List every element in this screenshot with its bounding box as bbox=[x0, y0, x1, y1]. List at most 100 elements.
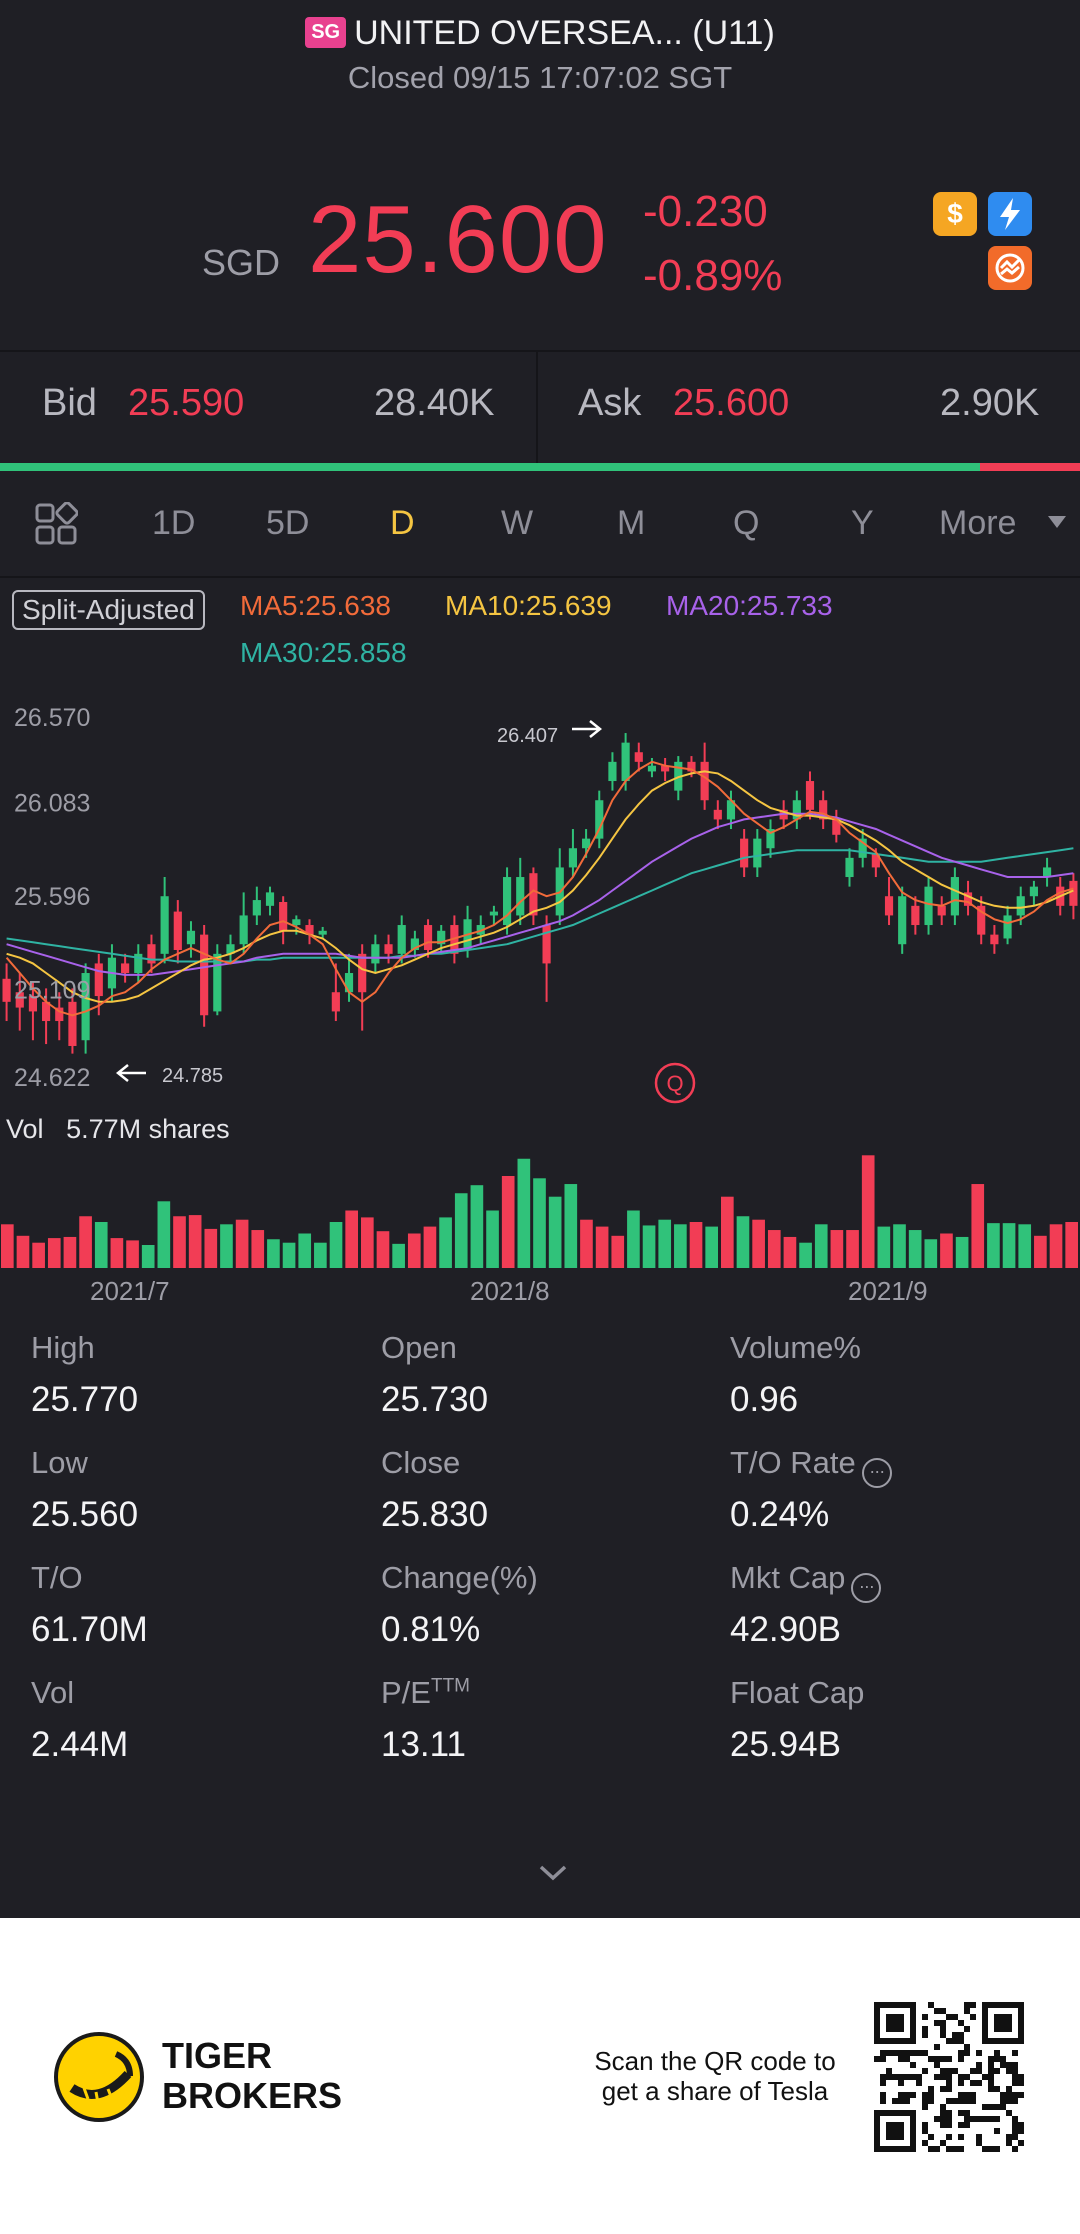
qr-module bbox=[964, 2110, 970, 2116]
qr-module bbox=[910, 2050, 916, 2056]
layout-grid-icon[interactable] bbox=[34, 502, 78, 546]
volume-bar bbox=[893, 1224, 906, 1268]
volume-bar bbox=[173, 1216, 186, 1268]
tab-d[interactable]: D bbox=[390, 504, 415, 542]
qr-module bbox=[964, 2092, 970, 2098]
candle-body bbox=[871, 853, 880, 868]
tab-5d[interactable]: 5D bbox=[266, 504, 310, 542]
candle-body bbox=[186, 930, 196, 945]
qr-finder-core bbox=[886, 2122, 904, 2140]
candle-body bbox=[437, 930, 446, 945]
tab-1d[interactable]: 1D bbox=[152, 504, 196, 542]
bid-ask-bar[interactable]: Bid 25.590 28.40K Ask 25.600 2.90K bbox=[0, 352, 1080, 464]
split-adjusted-button[interactable]: Split-Adjusted bbox=[12, 590, 205, 630]
candle-body bbox=[318, 930, 327, 935]
qr-module bbox=[874, 2056, 880, 2062]
qr-module bbox=[940, 2122, 946, 2128]
y-tick-label: 26.083 bbox=[14, 790, 90, 818]
qr-module bbox=[952, 2032, 958, 2038]
last-price: 25.600 bbox=[308, 186, 608, 293]
candle-body bbox=[2, 978, 11, 1002]
qr-module bbox=[940, 2074, 946, 2080]
more-info-icon[interactable]: ··· bbox=[851, 1573, 882, 1603]
qr-module bbox=[880, 2092, 886, 2098]
qr-module bbox=[928, 2146, 934, 2152]
qr-module bbox=[916, 2080, 922, 2086]
candle-body bbox=[94, 963, 103, 997]
volume-bar bbox=[486, 1210, 499, 1268]
volume-readout: Vol 5.77M shares bbox=[6, 1114, 230, 1145]
qr-module bbox=[898, 2098, 904, 2104]
qr-module bbox=[1006, 2140, 1012, 2146]
volume-bar bbox=[908, 1230, 922, 1268]
qr-module bbox=[922, 2032, 928, 2038]
price-chart[interactable]: 26.570 26.083 25.596 25.109 24.622 26.407 24… bbox=[0, 680, 1080, 1280]
tab-w[interactable]: W bbox=[501, 504, 534, 542]
volume-bar bbox=[611, 1235, 625, 1268]
volume-bar bbox=[329, 1222, 343, 1268]
qr-module bbox=[970, 2068, 976, 2074]
volume-bar bbox=[220, 1224, 233, 1268]
stat-market-cap: Mkt Cap ··· 42.90B bbox=[730, 1560, 882, 1650]
candle-body bbox=[963, 892, 973, 906]
qr-module bbox=[970, 2014, 976, 2020]
candle-body bbox=[81, 973, 90, 1041]
qr-module bbox=[928, 2056, 934, 2062]
candle-body bbox=[160, 896, 169, 954]
qr-module bbox=[952, 2068, 958, 2074]
chevron-down-icon[interactable] bbox=[536, 1862, 570, 1884]
volume-bar bbox=[924, 1239, 938, 1268]
ma5-value: MA5:25.638 bbox=[240, 590, 391, 621]
more-info-icon[interactable]: ··· bbox=[861, 1458, 892, 1488]
candle-body bbox=[358, 953, 367, 993]
bid-size: 28.40K bbox=[374, 382, 495, 424]
qr-module bbox=[1012, 2146, 1018, 2152]
volume-bar bbox=[126, 1240, 139, 1268]
stock-title[interactable]: SG UNITED OVERSEA... (U11) bbox=[0, 14, 1080, 53]
qr-module bbox=[964, 2116, 970, 2122]
qr-module bbox=[958, 2110, 964, 2116]
event-circle bbox=[654, 1062, 696, 1104]
bid-price: 25.590 bbox=[128, 382, 245, 424]
candle-body bbox=[634, 752, 643, 762]
earnings-event-marker[interactable]: Q bbox=[654, 1062, 696, 1104]
volume-bar bbox=[689, 1222, 703, 1268]
volume-bar bbox=[141, 1245, 155, 1268]
volume-bar bbox=[314, 1242, 327, 1268]
stat-label: Float Cap bbox=[730, 1675, 865, 1710]
volume-bar bbox=[470, 1185, 484, 1268]
dollar-icon[interactable]: $ bbox=[933, 192, 977, 236]
qr-module bbox=[988, 2116, 994, 2122]
tab-y[interactable]: Y bbox=[851, 504, 874, 542]
tab-m[interactable]: M bbox=[617, 504, 646, 542]
qr-module bbox=[910, 2074, 916, 2080]
swap-icon[interactable] bbox=[988, 246, 1032, 290]
stat-value: 0.24% bbox=[730, 1495, 830, 1534]
qr-module bbox=[880, 2056, 886, 2062]
qr-module bbox=[922, 2122, 928, 2128]
qr-module bbox=[916, 2050, 922, 2056]
chevron-down-icon[interactable] bbox=[1048, 516, 1066, 528]
volume-bar bbox=[830, 1230, 844, 1268]
qr-module bbox=[982, 2116, 988, 2122]
lightning-icon[interactable] bbox=[988, 192, 1032, 236]
volume-bar bbox=[783, 1236, 797, 1268]
qr-module bbox=[994, 2128, 1000, 2134]
candle-body bbox=[990, 934, 999, 945]
candle-body bbox=[1016, 896, 1025, 916]
qr-module bbox=[994, 2104, 1000, 2110]
qr-module bbox=[940, 2068, 946, 2074]
candle-body bbox=[1003, 915, 1012, 939]
qr-module bbox=[970, 2080, 976, 2086]
qr-module bbox=[1018, 2074, 1024, 2080]
volume-bar bbox=[110, 1238, 124, 1268]
volume-bar bbox=[47, 1238, 61, 1268]
qr-module bbox=[928, 2002, 934, 2008]
stat-float-cap: Float Cap 25.94B bbox=[730, 1675, 864, 1765]
candle-body bbox=[28, 996, 38, 1012]
candle-body bbox=[121, 963, 130, 974]
currency-label: SGD bbox=[202, 242, 281, 283]
tab-q[interactable]: Q bbox=[733, 504, 760, 542]
tab-more[interactable]: More bbox=[939, 504, 1017, 542]
y-axis-ticks: 26.570 26.083 25.596 25.109 24.622 bbox=[14, 704, 90, 1092]
